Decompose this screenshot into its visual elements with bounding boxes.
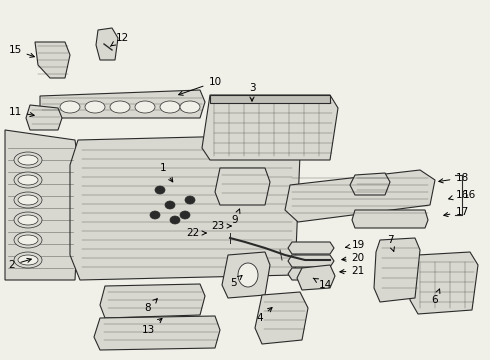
Ellipse shape: [14, 172, 42, 188]
Text: 11: 11: [8, 107, 34, 117]
Polygon shape: [350, 173, 390, 195]
Text: 4: 4: [257, 307, 272, 323]
Text: 17: 17: [444, 207, 468, 217]
Polygon shape: [35, 42, 70, 78]
Polygon shape: [374, 238, 420, 302]
Text: 2: 2: [9, 258, 31, 270]
Ellipse shape: [14, 232, 42, 248]
Text: 6: 6: [432, 289, 440, 305]
Ellipse shape: [18, 155, 38, 165]
Polygon shape: [288, 242, 334, 254]
Text: 16: 16: [463, 190, 476, 200]
Text: 19: 19: [345, 240, 365, 250]
Text: 23: 23: [211, 221, 231, 231]
Ellipse shape: [165, 201, 175, 209]
Ellipse shape: [180, 211, 190, 219]
Text: 9: 9: [232, 209, 240, 225]
Polygon shape: [100, 284, 205, 318]
Ellipse shape: [150, 211, 160, 219]
Ellipse shape: [180, 101, 200, 113]
Ellipse shape: [14, 252, 42, 268]
Polygon shape: [202, 95, 338, 160]
Text: 14: 14: [313, 278, 332, 290]
Ellipse shape: [170, 216, 180, 224]
Polygon shape: [285, 170, 435, 222]
Text: 5: 5: [230, 275, 242, 288]
Text: 22: 22: [186, 228, 206, 238]
Polygon shape: [410, 252, 478, 314]
Text: 8: 8: [145, 299, 157, 313]
Ellipse shape: [185, 196, 195, 204]
Ellipse shape: [18, 215, 38, 225]
Ellipse shape: [85, 101, 105, 113]
Polygon shape: [96, 28, 118, 60]
Polygon shape: [288, 268, 334, 280]
Polygon shape: [255, 292, 308, 344]
Text: 21: 21: [340, 266, 365, 276]
Ellipse shape: [18, 175, 38, 185]
Ellipse shape: [160, 101, 180, 113]
Ellipse shape: [14, 152, 42, 168]
Ellipse shape: [14, 212, 42, 228]
Polygon shape: [215, 168, 270, 205]
Polygon shape: [70, 135, 300, 280]
Text: 20: 20: [342, 253, 365, 263]
Polygon shape: [26, 105, 62, 130]
Text: 16: 16: [449, 190, 468, 200]
Ellipse shape: [155, 186, 165, 194]
Ellipse shape: [135, 101, 155, 113]
Ellipse shape: [18, 235, 38, 245]
Text: 12: 12: [110, 33, 129, 46]
Ellipse shape: [60, 101, 80, 113]
Polygon shape: [210, 95, 330, 103]
Ellipse shape: [18, 255, 38, 265]
Text: 18: 18: [439, 173, 468, 183]
Polygon shape: [288, 255, 334, 267]
Text: 13: 13: [142, 319, 162, 335]
Polygon shape: [5, 130, 80, 280]
Polygon shape: [222, 252, 270, 298]
Text: 10: 10: [179, 77, 221, 95]
Text: 1: 1: [160, 163, 173, 182]
Ellipse shape: [238, 263, 258, 287]
Text: 7: 7: [387, 235, 394, 251]
Ellipse shape: [110, 101, 130, 113]
Polygon shape: [297, 265, 335, 290]
Polygon shape: [352, 210, 428, 228]
Text: 15: 15: [8, 45, 34, 57]
Ellipse shape: [18, 195, 38, 205]
Polygon shape: [94, 316, 220, 350]
Polygon shape: [40, 90, 205, 118]
Text: 3: 3: [249, 83, 255, 101]
Ellipse shape: [14, 192, 42, 208]
